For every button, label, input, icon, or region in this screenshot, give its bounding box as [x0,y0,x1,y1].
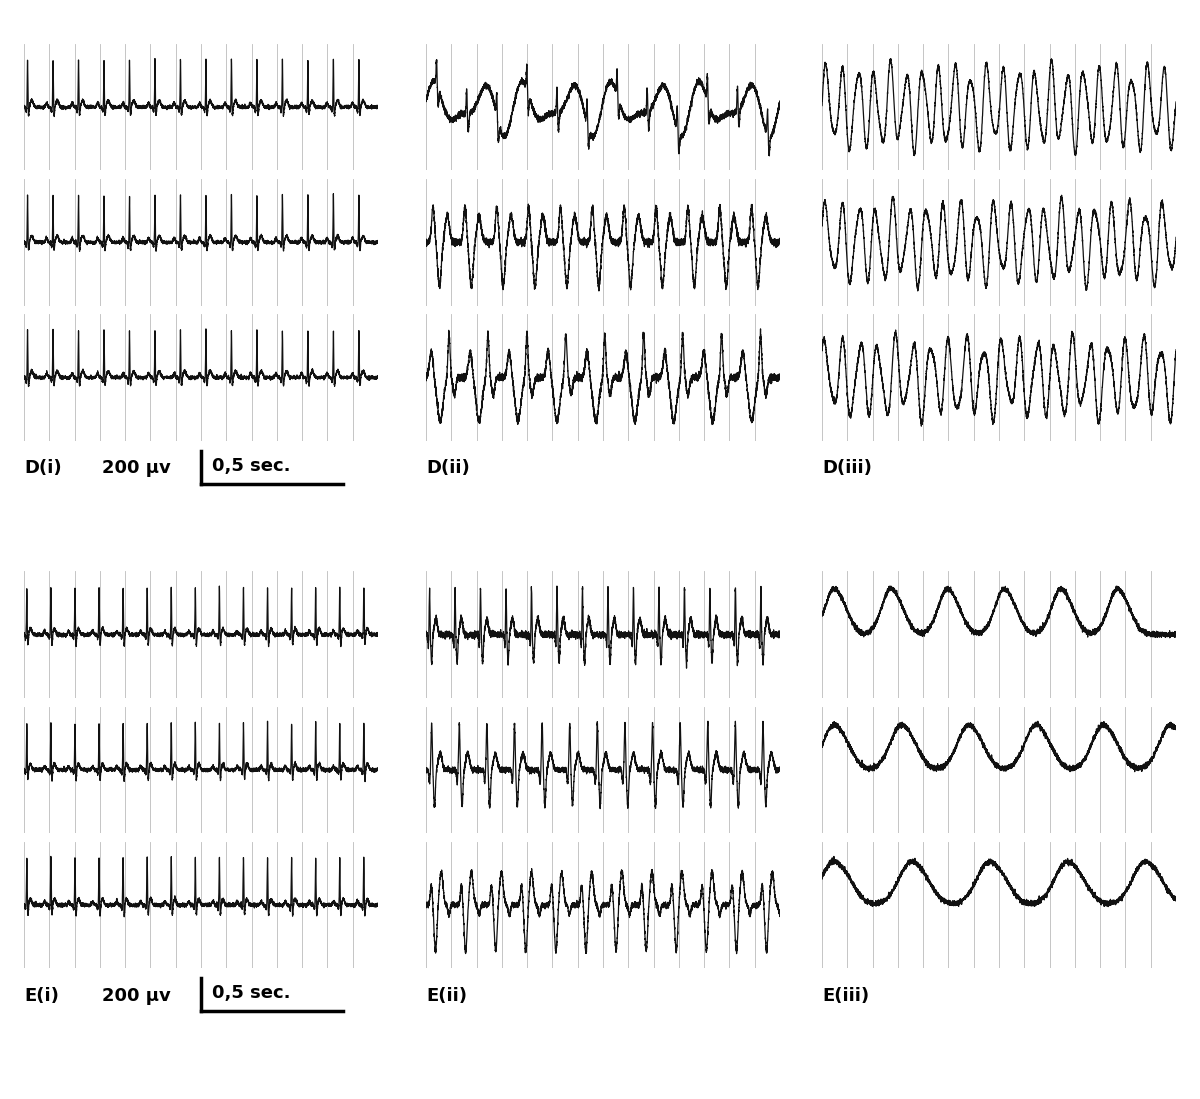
Text: E(iii): E(iii) [822,987,869,1004]
Text: D(iii): D(iii) [822,459,872,477]
Text: 200 μv: 200 μv [102,459,170,477]
Text: 0,5 sec.: 0,5 sec. [211,457,290,475]
Text: E(i): E(i) [24,987,59,1004]
Text: D(i): D(i) [24,459,61,477]
Text: 0,5 sec.: 0,5 sec. [211,985,290,1002]
Text: E(ii): E(ii) [426,987,467,1004]
Text: D(ii): D(ii) [426,459,469,477]
Text: 200 μv: 200 μv [102,987,170,1004]
